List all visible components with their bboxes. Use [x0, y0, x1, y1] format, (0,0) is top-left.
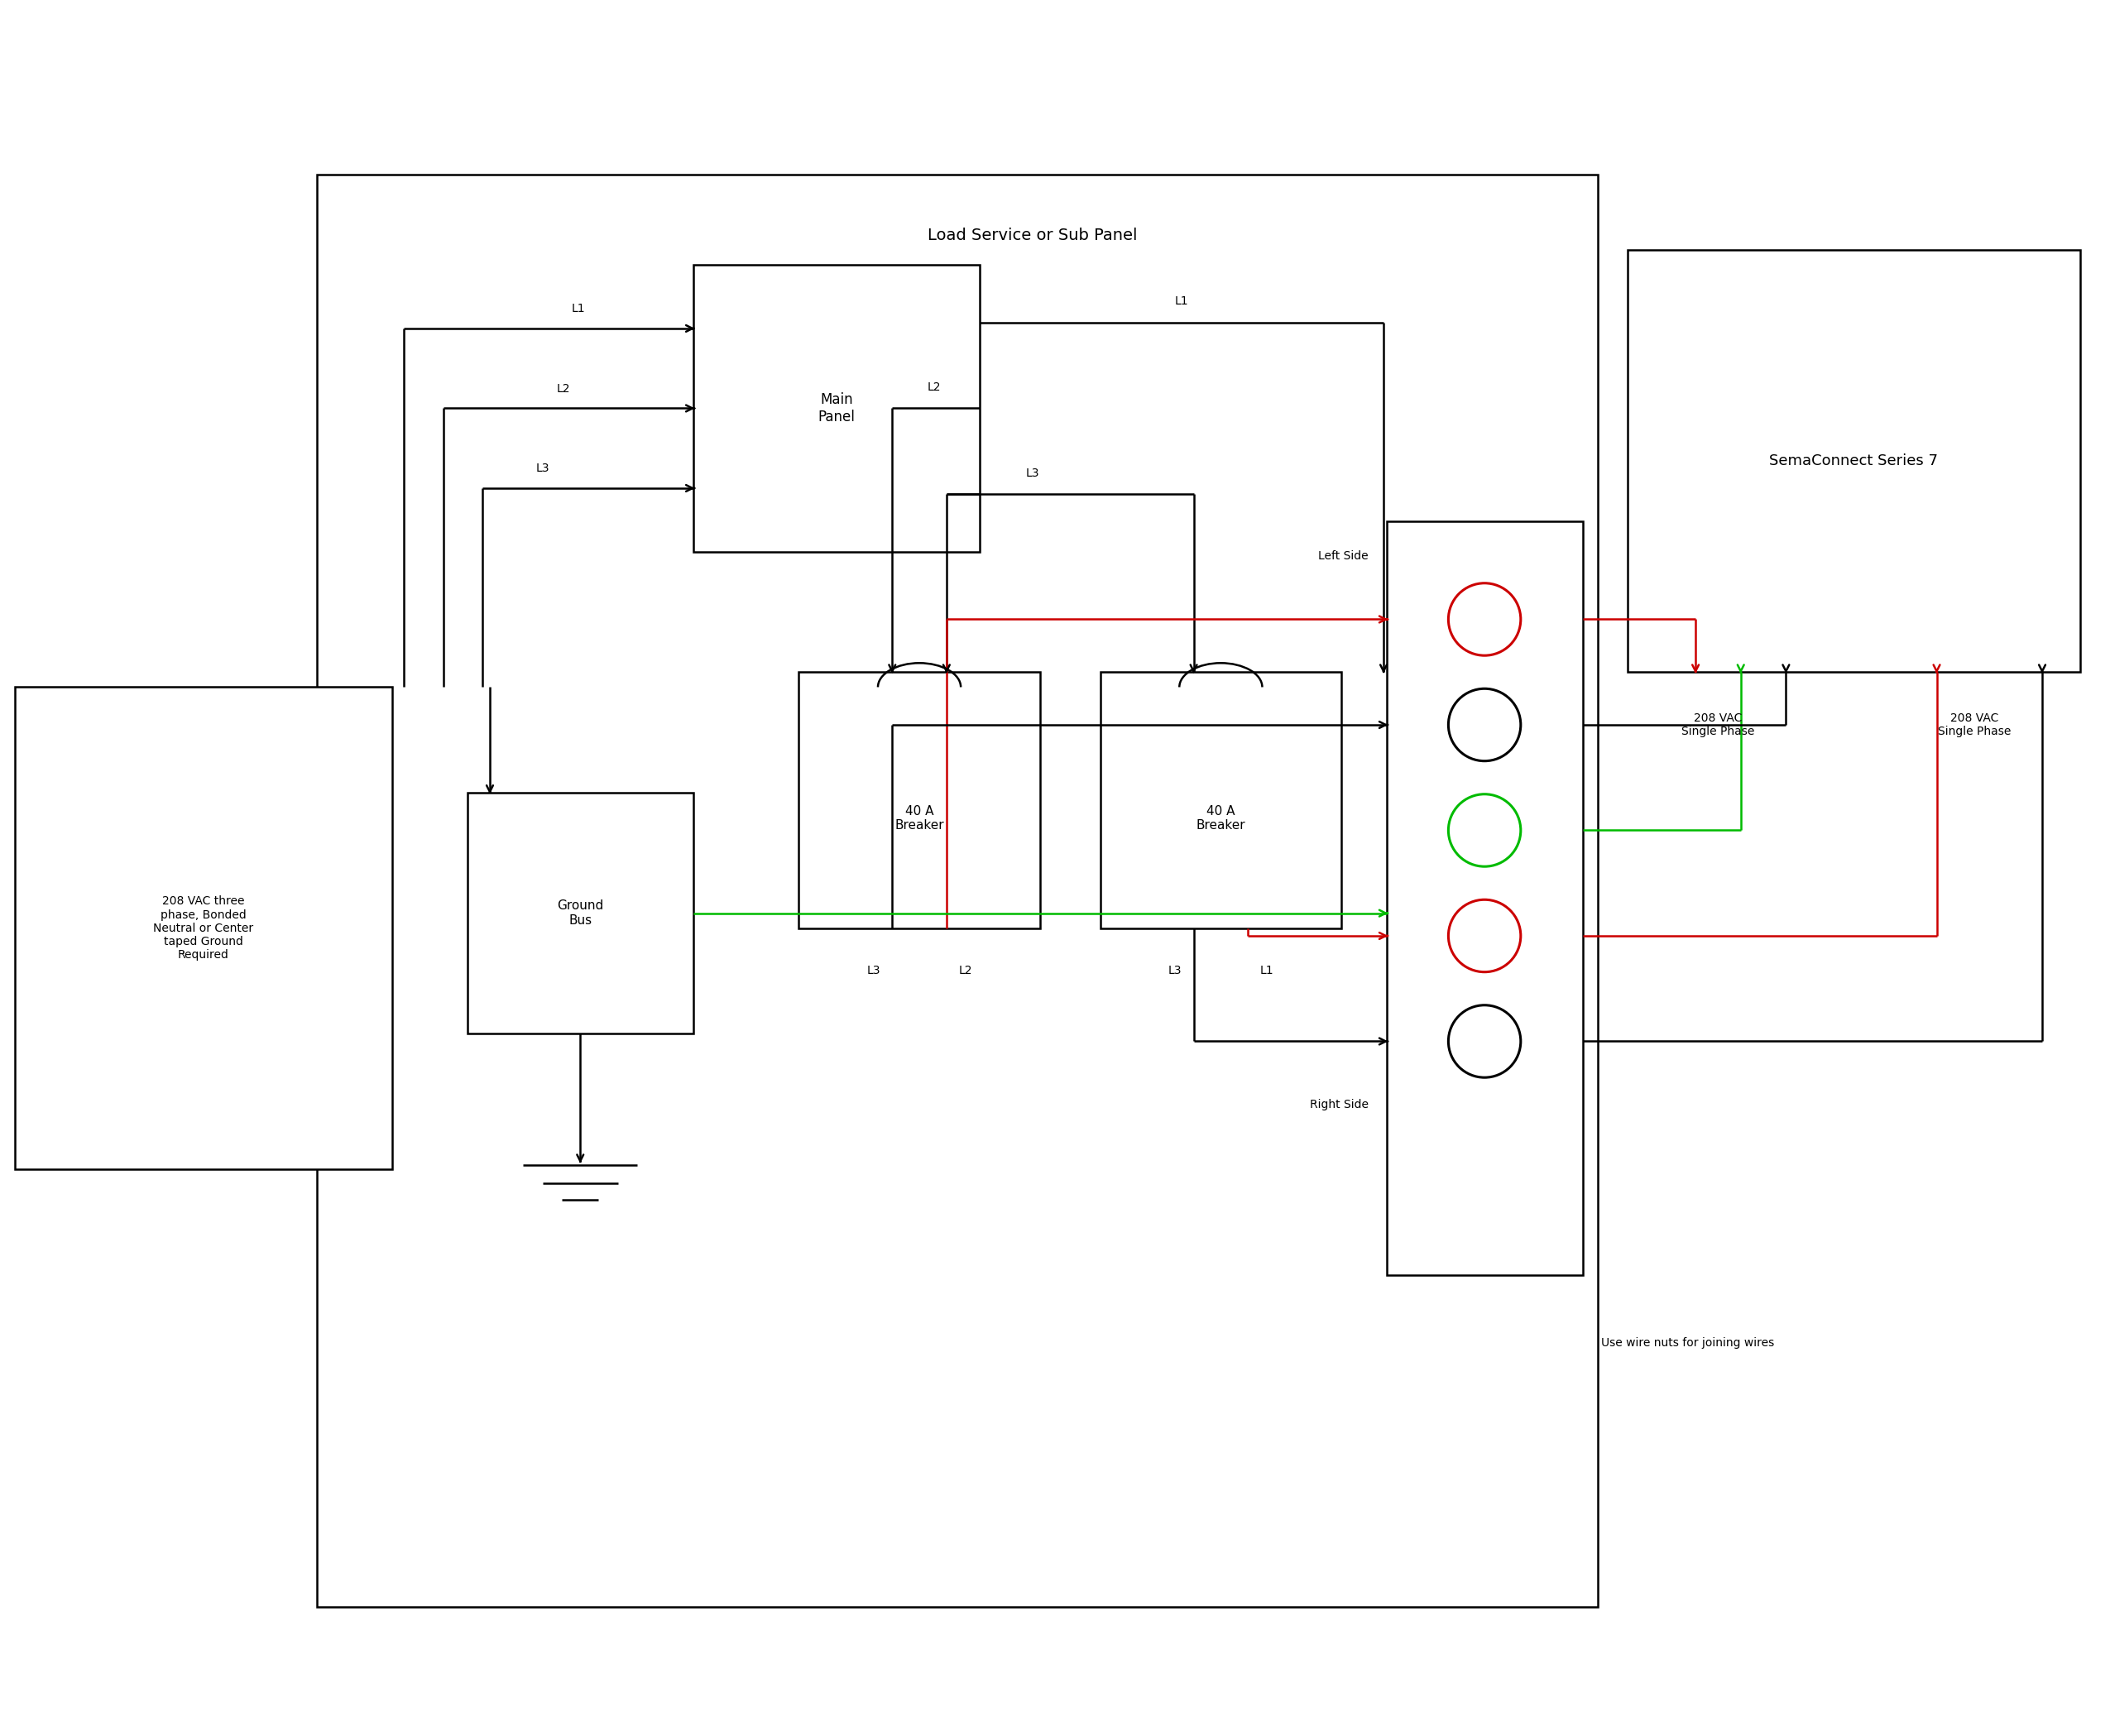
Bar: [800, 672, 1040, 929]
Bar: [466, 793, 694, 1033]
Text: Left Side: Left Side: [1319, 550, 1369, 562]
Text: L2: L2: [928, 382, 941, 392]
Text: Ground
Bus: Ground Bus: [557, 899, 603, 927]
Bar: [1386, 521, 1582, 1274]
Text: L1: L1: [572, 304, 587, 314]
Circle shape: [1447, 689, 1521, 760]
Bar: [694, 266, 979, 552]
Text: Use wire nuts for joining wires: Use wire nuts for joining wires: [1601, 1337, 1775, 1349]
Text: L1: L1: [1260, 965, 1274, 976]
Circle shape: [1447, 1005, 1521, 1078]
Text: 208 VAC
Single Phase: 208 VAC Single Phase: [1937, 712, 2011, 738]
Text: Load Service or Sub Panel: Load Service or Sub Panel: [928, 227, 1137, 243]
Bar: [316, 175, 1597, 1606]
Text: SemaConnect Series 7: SemaConnect Series 7: [1770, 453, 1939, 469]
Text: L3: L3: [1169, 965, 1182, 976]
Text: L1: L1: [1175, 295, 1188, 307]
Text: L3: L3: [867, 965, 880, 976]
Bar: [15, 687, 392, 1170]
Bar: [1099, 672, 1342, 929]
Text: 40 A
Breaker: 40 A Breaker: [1196, 806, 1245, 832]
Circle shape: [1447, 793, 1521, 866]
Text: L3: L3: [1025, 467, 1040, 479]
Text: Main
Panel: Main Panel: [819, 392, 855, 424]
Text: Right Side: Right Side: [1310, 1099, 1369, 1111]
Text: L2: L2: [557, 384, 570, 394]
Text: 208 VAC
Single Phase: 208 VAC Single Phase: [1682, 712, 1756, 738]
Bar: [1627, 250, 2080, 672]
Text: 40 A
Breaker: 40 A Breaker: [895, 806, 943, 832]
Circle shape: [1447, 899, 1521, 972]
Text: L2: L2: [958, 965, 973, 976]
Text: L3: L3: [536, 464, 549, 474]
Circle shape: [1447, 583, 1521, 656]
Text: 208 VAC three
phase, Bonded
Neutral or Center
taped Ground
Required: 208 VAC three phase, Bonded Neutral or C…: [154, 896, 253, 962]
